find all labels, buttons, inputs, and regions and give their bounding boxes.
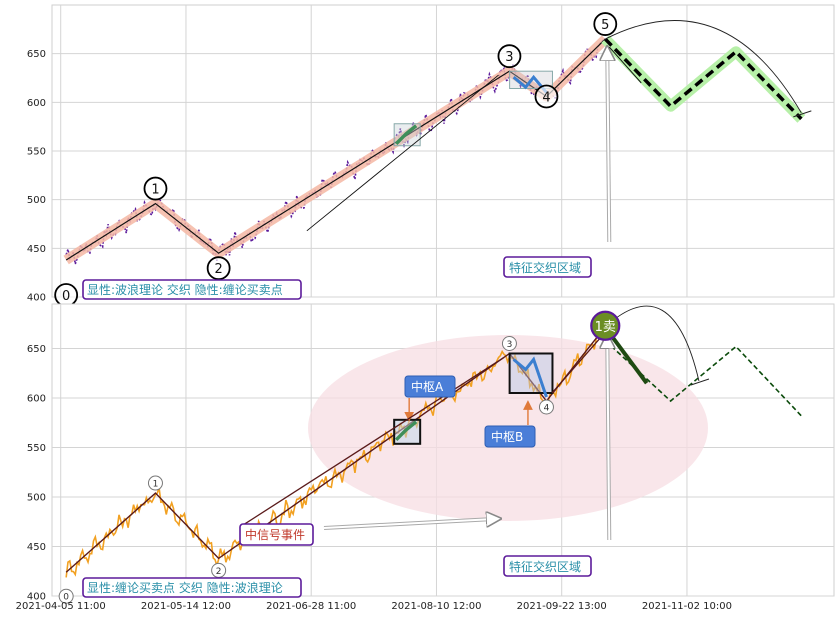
signal-event-box: 中信号事件 <box>239 523 314 546</box>
wave-point-label: 3 <box>505 50 513 65</box>
top-legend-text: 显性:波浪理论 交织 隐性:缠论买卖点 <box>87 282 283 297</box>
y-tick-label: 500 <box>27 493 46 504</box>
y-tick-label: 450 <box>27 244 46 255</box>
bottom-region-text: 特征交织区域 <box>509 559 581 574</box>
top-wave-labels: 0 1 2 3 4 5 <box>54 12 618 307</box>
top-grid <box>52 5 834 298</box>
y-tick-label: 500 <box>27 195 46 206</box>
y-tick-label: 600 <box>27 98 46 109</box>
projection-arc-end <box>793 110 812 118</box>
y-tick-label: 650 <box>27 344 46 355</box>
sell-point-label: 1卖 <box>595 320 616 335</box>
wave-point-label: 4 <box>544 404 550 414</box>
top-legend-box: 显性:波浪理论 交织 隐性:缠论买卖点 <box>82 279 302 300</box>
y-tick-label: 550 <box>27 443 46 454</box>
x-axis-ticks: 2021-04-05 11:00 2021-05-14 12:00 2021-06-… <box>16 601 732 612</box>
forecast-line <box>604 37 803 121</box>
pivot-stroke-a <box>394 420 418 442</box>
pivot-a-box: 中枢A <box>404 375 456 398</box>
pivot-b-text: 中枢B <box>491 429 523 444</box>
y-tick-label: 550 <box>27 147 46 158</box>
region-arrow <box>607 341 609 541</box>
pivot-a-text: 中枢A <box>411 379 444 394</box>
sell-drop-line <box>607 331 649 385</box>
x-tick-label: 2021-08-10 12:00 <box>391 601 481 612</box>
top-region-box: 特征交织区域 <box>503 256 592 278</box>
wave-point-marker <box>147 475 163 491</box>
wave-point-label: 0 <box>63 593 69 603</box>
trend-line <box>240 356 505 528</box>
wave-point-label: 4 <box>542 90 550 105</box>
y-tick-label: 450 <box>27 542 46 553</box>
drop-line <box>608 46 642 84</box>
signal-event-text: 中信号事件 <box>245 527 305 542</box>
region-arrow <box>607 53 609 243</box>
wave-point-label: 2 <box>216 567 222 577</box>
wave-point-label: 2 <box>214 262 222 277</box>
y-tick-label: 400 <box>27 592 46 603</box>
trend-line <box>551 336 602 394</box>
wave-point-label: 1 <box>153 480 159 490</box>
top-wave-marks <box>63 20 812 265</box>
wave-point-label: 5 <box>601 18 609 33</box>
wave-point-marker <box>534 84 559 109</box>
wave-point-marker <box>58 588 74 604</box>
wave-point-marker <box>593 12 618 36</box>
bottom-legend-box: 显性:缠论买卖点 交织 隐性:波浪理论 <box>82 577 302 598</box>
bottom-region-box: 特征交织区域 <box>503 555 592 577</box>
bottom-wave-marks <box>65 305 802 573</box>
bottom-panel: 400 450 500 550 600 650 0 1 2 3 4 1卖 <box>27 303 835 604</box>
pivot-b-box: 中枢B <box>484 425 536 448</box>
bottom-wave-labels: 0 1 2 3 4 1卖 <box>58 310 621 604</box>
wave-point-label: 0 <box>62 289 70 304</box>
wave-point-label: 3 <box>507 340 513 350</box>
projection-arc-end <box>690 378 710 386</box>
signal-arrow <box>323 519 494 529</box>
top-region-text: 特征交织区域 <box>509 260 581 275</box>
x-tick-label: 2021-11-02 10:00 <box>642 601 732 612</box>
pivot-box-b <box>508 352 554 395</box>
y-tick-label: 400 <box>27 293 46 304</box>
wave-point-marker <box>501 335 517 351</box>
pivot-stroke-b <box>512 74 548 94</box>
trend-line <box>306 74 499 232</box>
y-tick-label: 650 <box>27 49 46 60</box>
bottom-legend-text: 显性:缠论买卖点 交织 隐性:波浪理论 <box>87 580 283 595</box>
top-panel: 400 450 500 550 600 650 0 1 2 3 4 5 <box>27 4 835 307</box>
pivot-stroke-b <box>512 356 548 398</box>
wave-point-marker <box>538 399 554 415</box>
wave-point-label: 1 <box>151 183 159 198</box>
pivot-stroke-a <box>394 124 418 145</box>
projection-arc <box>605 20 802 114</box>
wave-point-marker <box>143 176 168 201</box>
wave-point-marker <box>497 44 522 69</box>
top-y-ticks: 400 450 500 550 600 650 <box>27 49 46 303</box>
x-tick-label: 2021-04-05 11:00 <box>16 601 106 612</box>
bottom-y-ticks: 400 450 500 550 600 650 <box>27 344 46 602</box>
x-tick-label: 2021-09-22 13:00 <box>517 601 607 612</box>
x-tick-label: 2021-05-14 12:00 <box>141 601 231 612</box>
wave-line <box>65 38 606 261</box>
y-tick-label: 600 <box>27 394 46 405</box>
x-tick-label: 2021-06-28 11:00 <box>266 601 356 612</box>
projection-arc <box>604 305 700 382</box>
sell-point-marker <box>590 310 621 341</box>
